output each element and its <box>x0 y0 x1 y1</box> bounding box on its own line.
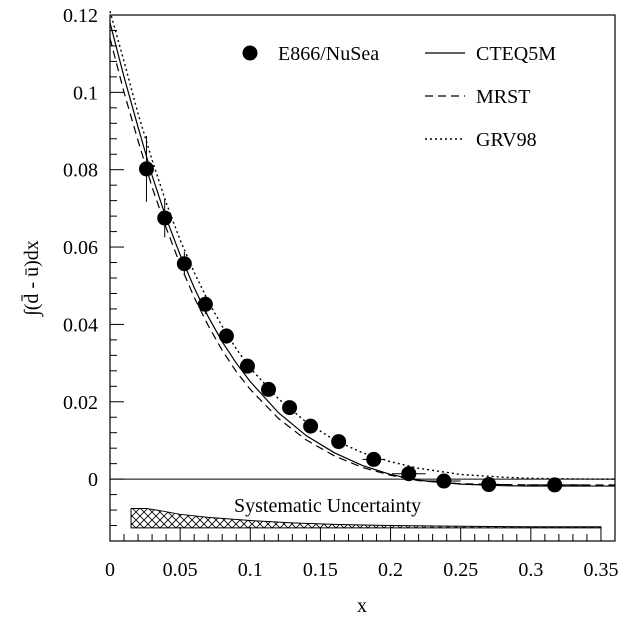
y-tick-label: 0.1 <box>73 82 98 104</box>
data-point <box>282 400 298 416</box>
data-point <box>366 451 382 467</box>
data-point <box>401 466 417 482</box>
x-tick-label: 0.15 <box>303 559 338 581</box>
data-point <box>261 381 277 397</box>
data-point <box>547 477 563 493</box>
x-tick-label: 0.35 <box>583 559 618 581</box>
legend: E866/NuSea CTEQ5M MRST GRV98 <box>242 43 556 151</box>
x-axis-title: x <box>357 595 367 617</box>
y-tick-label: 0.04 <box>63 314 98 336</box>
data-point <box>436 473 452 489</box>
y-tick-label: 0 <box>88 469 98 491</box>
legend-marker-e866 <box>242 45 258 61</box>
y-axis-title: ∫(d̄ - ū)dx <box>20 240 44 317</box>
data-point <box>218 328 234 344</box>
data-point <box>239 358 255 374</box>
legend-label-mrst: MRST <box>476 86 530 108</box>
data-point <box>481 477 497 493</box>
systematic-uncertainty-label: Systematic Uncertainty <box>234 495 421 517</box>
y-tick-label: 0.06 <box>63 237 98 259</box>
systematic-uncertainty-band <box>130 508 602 529</box>
data-point <box>176 256 192 272</box>
systematic-band <box>130 508 602 529</box>
x-tick-label: 0 <box>105 559 115 581</box>
legend-label-e866: E866/NuSea <box>278 43 379 65</box>
data-point <box>331 434 347 450</box>
data-point <box>138 161 154 177</box>
x-tick-label: 0.1 <box>238 559 263 581</box>
legend-label-cteq5m: CTEQ5M <box>476 43 556 65</box>
y-tick-label: 0.02 <box>63 392 98 414</box>
x-tick-label: 0.2 <box>378 559 403 581</box>
data-points <box>138 136 583 493</box>
x-tick-label: 0.3 <box>518 559 543 581</box>
x-tick-label: 0.05 <box>163 559 198 581</box>
y-tick-label: 0.12 <box>63 5 98 27</box>
curve-grv98 <box>109 10 615 480</box>
data-point <box>157 210 173 226</box>
x-tick-label: 0.25 <box>443 559 478 581</box>
data-point <box>197 296 213 312</box>
legend-label-grv98: GRV98 <box>476 129 537 151</box>
y-tick-label: 0.08 <box>63 160 98 182</box>
curve-cteq5m <box>109 22 615 487</box>
data-point <box>303 418 319 434</box>
axis-ticks <box>109 14 616 542</box>
axis-tick-labels: 0 0.05 0.1 0.15 0.2 0.25 0.3 0.35 0 0.02 0.04 0.06 0… <box>63 5 618 581</box>
model-curves <box>109 10 615 487</box>
